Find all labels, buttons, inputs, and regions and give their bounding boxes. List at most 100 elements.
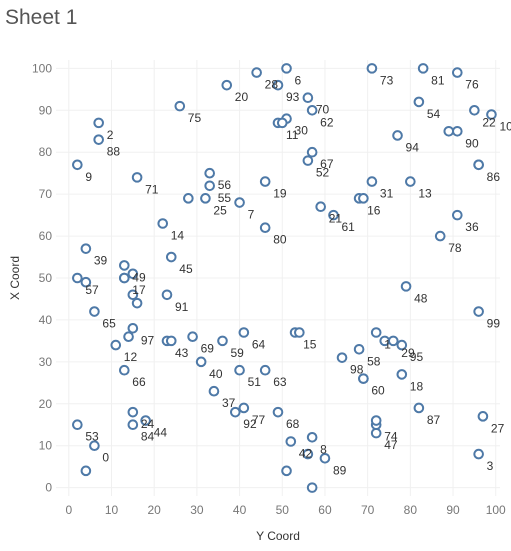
scatter-point: [123, 331, 134, 342]
point-label: 58: [367, 354, 381, 368]
y-tick-label: 80: [39, 145, 53, 159]
point-label: 17: [132, 283, 146, 297]
scatter-point: [72, 419, 83, 431]
scatter-point: [443, 125, 455, 137]
scatter-point: [285, 436, 297, 447]
point-label: 67: [320, 157, 334, 171]
point-label: 99: [487, 317, 501, 331]
point-label: 53: [85, 430, 99, 444]
scatter-point: [238, 327, 250, 338]
point-label: 1: [384, 338, 391, 352]
scatter-point: [353, 343, 365, 355]
scatter-point: [396, 339, 408, 351]
scatter-point: [221, 79, 233, 91]
scatter-point: [306, 146, 318, 158]
scatter-point: [452, 209, 463, 221]
scatter-point: [165, 251, 177, 263]
point-label: 66: [132, 375, 146, 389]
point-label: 65: [102, 317, 116, 331]
point-label: 70: [316, 103, 330, 117]
point-label: 73: [380, 73, 394, 87]
point-label: 11: [286, 128, 299, 142]
point-label: 48: [414, 291, 428, 305]
x-tick-label: 20: [148, 503, 162, 517]
point-label: 29: [401, 346, 415, 360]
point-label: 37: [222, 396, 236, 410]
scatter-point: [161, 289, 173, 301]
scatter-point: [187, 331, 198, 342]
scatter-point: [319, 452, 331, 464]
point-label: 42: [299, 447, 313, 461]
scatter-point: [417, 63, 429, 74]
point-label: 62: [320, 115, 334, 129]
scatter-point: [281, 465, 292, 477]
point-label: 89: [333, 463, 347, 477]
y-tick-label: 10: [39, 439, 53, 453]
point-label: 15: [303, 338, 317, 352]
scatter-point: [396, 369, 408, 380]
point-label: 44: [154, 426, 168, 440]
point-label: 56: [218, 178, 232, 192]
scatter-point: [119, 272, 130, 284]
point-label: 97: [141, 333, 155, 347]
scatter-point: [302, 155, 314, 166]
point-label: 40: [209, 367, 223, 381]
scatter-point: [157, 218, 169, 229]
scatter-point: [127, 406, 139, 418]
scatter-point: [183, 193, 194, 204]
scatter-point: [272, 79, 284, 91]
point-label: 9: [85, 170, 92, 184]
point-label: 43: [175, 346, 189, 360]
scatter-point: [366, 63, 378, 74]
point-label: 94: [406, 140, 420, 154]
point-label: 52: [316, 166, 330, 180]
y-tick-label: 50: [39, 271, 53, 285]
point-label: 68: [286, 417, 300, 431]
scatter-point: [208, 385, 220, 397]
scatter-point: [93, 117, 104, 129]
scatter-point: [259, 222, 271, 233]
scatter-point: [140, 415, 151, 426]
x-tick-label: 80: [404, 503, 418, 517]
point-label: 39: [94, 254, 108, 268]
scatter-point: [400, 281, 412, 292]
point-label: 7: [248, 208, 255, 222]
scatter-point: [204, 167, 215, 179]
scatter-point: [72, 272, 83, 284]
scatter-point: [259, 176, 271, 187]
scatter-point: [174, 100, 186, 112]
scatter-point: [119, 364, 130, 376]
scatter-point: [234, 197, 245, 208]
scatter-point: [89, 306, 100, 317]
scatter-point: [127, 268, 139, 280]
label-layer: 0123678910111213141516171819202122242527…: [85, 73, 511, 477]
x-tick-label: 50: [276, 503, 290, 517]
scatter-point: [370, 427, 382, 439]
x-tick-label: 100: [486, 503, 506, 517]
point-label: 16: [367, 203, 381, 217]
scatter-point: [131, 297, 143, 309]
x-tick-label: 90: [446, 503, 460, 517]
scatter-point: [477, 411, 489, 422]
scatter-point: [294, 327, 305, 338]
scatter-point: [405, 176, 416, 187]
scatter-point: [370, 415, 382, 426]
point-label: 51: [248, 375, 262, 389]
y-tick-label: 60: [39, 229, 53, 243]
point-label: 93: [286, 90, 300, 104]
tick-layer: 0 10 20 30 40 50 60 70 80 90 100010203040506070809…: [32, 61, 506, 517]
scatter-point: [366, 176, 378, 187]
point-label: 76: [465, 78, 479, 92]
scatter-point: [336, 352, 348, 363]
point-label: 80: [273, 233, 287, 247]
point-label: 57: [85, 283, 99, 297]
point-label: 78: [448, 241, 462, 255]
point-label: 24: [141, 417, 155, 431]
scatter-point: [473, 306, 484, 317]
scatter-point: [80, 243, 92, 254]
scatter-point: [204, 180, 215, 192]
point-label: 54: [427, 107, 441, 121]
point-label: 90: [465, 136, 479, 150]
scatter-point: [281, 63, 292, 74]
y-tick-label: 20: [39, 397, 53, 411]
